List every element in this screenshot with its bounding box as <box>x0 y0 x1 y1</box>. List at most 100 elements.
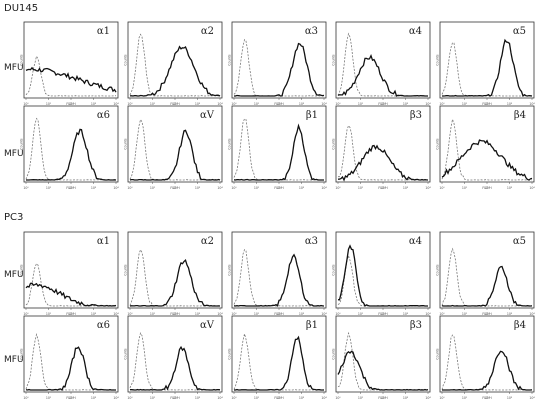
x-tick-label: 10³ <box>299 396 305 400</box>
x-tick-label: 10⁰ <box>127 102 133 106</box>
x-tick-label: 10¹ <box>358 186 364 190</box>
x-tick-label: 10² <box>68 312 74 316</box>
x-tick-label: 10⁴ <box>425 102 431 106</box>
x-tick-label: 10³ <box>403 186 409 190</box>
x-tick-label: 10⁴ <box>113 186 119 190</box>
y-axis-title: Counts <box>436 54 440 65</box>
integrin-subunit-label: α5 <box>513 26 526 37</box>
integrin-subunit-label: α6 <box>97 320 110 331</box>
x-tick-label: 10¹ <box>46 186 52 190</box>
integrin-subunit-label: α1 <box>97 236 110 247</box>
x-tick-label: 10⁰ <box>231 102 237 106</box>
x-axis-title: FL2-H <box>274 102 284 106</box>
isotype-control-curve <box>441 247 533 307</box>
x-tick-label: 10⁰ <box>231 312 237 316</box>
x-tick-label: 10¹ <box>462 186 468 190</box>
x-tick-label: 10¹ <box>46 396 52 400</box>
x-axis-title: FL2-H <box>378 312 388 316</box>
histogram-panel-pc3-α2: 10⁰ 10¹ 10² 10³ 10⁴ FL2-H Counts α2 <box>124 231 223 316</box>
integrin-expression-curve <box>337 53 428 97</box>
y-axis-title: Counts <box>332 138 336 149</box>
x-tick-label: 10¹ <box>254 102 260 106</box>
panel-frame <box>439 105 535 183</box>
x-tick-label: 10¹ <box>462 396 468 400</box>
x-axis-title: FL2-H <box>378 102 388 106</box>
x-tick-label: 10¹ <box>254 396 260 400</box>
isotype-control-curve <box>338 124 429 181</box>
x-axis-title: FL2-H <box>482 186 492 190</box>
x-tick-label: 10⁰ <box>23 396 29 400</box>
x-tick-label: 10⁰ <box>439 312 445 316</box>
x-tick-label: 10⁴ <box>425 186 431 190</box>
x-axis-title: FL2-H <box>66 186 76 190</box>
panel-frame <box>23 315 119 393</box>
x-tick-label: 10⁴ <box>425 312 431 316</box>
x-tick-label: 10³ <box>507 396 513 400</box>
integrin-expression-curve <box>233 123 324 181</box>
y-axis-title: Counts <box>20 264 24 275</box>
x-axis-title: FL2-H <box>170 396 180 400</box>
x-tick-label: 10³ <box>403 102 409 106</box>
x-tick-label: 10³ <box>403 312 409 316</box>
integrin-subunit-label: β3 <box>410 320 422 331</box>
mfu-label-du145-row2: MFU <box>4 149 24 159</box>
x-tick-label: 10² <box>172 312 178 316</box>
histogram-panel-du145-α3: 10⁰ 10¹ 10² 10³ 10⁴ FL2-H Counts α3 <box>228 21 327 106</box>
histogram-panel-du145-α6: 10⁰ 10¹ 10² 10³ 10⁴ FL2-H Counts α6 <box>20 105 119 190</box>
du145-label: DU145 <box>4 3 39 14</box>
x-tick-label: 10² <box>380 102 386 106</box>
x-axis-title: FL2-H <box>482 396 492 400</box>
integrin-subunit-label: α4 <box>409 26 422 37</box>
integrin-expression-curve <box>442 38 533 97</box>
x-tick-label: 10⁰ <box>127 186 133 190</box>
panel-frame <box>23 105 119 183</box>
integrin-expression-curve <box>442 350 533 391</box>
x-tick-label: 10³ <box>299 312 305 316</box>
x-tick-label: 10³ <box>195 102 201 106</box>
integrin-subunit-label: α5 <box>513 236 526 247</box>
y-axis-title: Counts <box>332 348 336 359</box>
x-tick-label: 10⁰ <box>23 312 29 316</box>
x-tick-label: 10⁰ <box>231 396 237 400</box>
integrin-expression-curve <box>441 265 533 307</box>
x-axis-title: FL2-H <box>170 186 180 190</box>
panel-frame <box>231 231 327 309</box>
histogram-panel-pc3-α4: 10⁰ 10¹ 10² 10³ 10⁴ FL2-H Counts α4 <box>332 231 431 316</box>
x-axis-title: FL2-H <box>66 396 76 400</box>
integrin-subunit-label: β3 <box>410 110 422 121</box>
histogram-panel-du145-β4: 10⁰ 10¹ 10² 10³ 10⁴ FL2-H Counts β4 <box>436 105 535 190</box>
histogram-panel-pc3-αV: 10⁰ 10¹ 10² 10³ 10⁴ FL2-H Counts αV <box>124 315 223 400</box>
x-tick-label: 10² <box>484 312 490 316</box>
x-tick-label: 10¹ <box>462 102 468 106</box>
x-tick-label: 10³ <box>299 102 305 106</box>
integrin-subunit-label: β4 <box>514 110 526 121</box>
histogram-panel-du145-β1: 10⁰ 10¹ 10² 10³ 10⁴ FL2-H Counts β1 <box>228 105 327 190</box>
panel-frame <box>439 315 535 393</box>
x-tick-label: 10⁰ <box>335 186 341 190</box>
x-tick-label: 10⁴ <box>113 102 119 106</box>
isotype-control-curve <box>233 38 324 97</box>
integrin-expression-curve <box>26 128 117 181</box>
x-tick-label: 10³ <box>91 396 97 400</box>
x-axis-title: FL2-H <box>170 102 180 106</box>
x-tick-label: 10¹ <box>254 312 260 316</box>
integrin-subunit-label: α3 <box>305 236 318 247</box>
panel-frame <box>127 21 223 99</box>
x-tick-label: 10⁴ <box>321 186 327 190</box>
x-tick-label: 10³ <box>507 186 513 190</box>
x-tick-label: 10² <box>484 396 490 400</box>
x-axis-title: FL2-H <box>274 396 284 400</box>
y-axis-title: Counts <box>332 54 336 65</box>
panel-frame <box>335 315 431 393</box>
histogram-panel-pc3-β4: 10⁰ 10¹ 10² 10³ 10⁴ FL2-H Counts β4 <box>436 315 535 400</box>
mfu-label-pc3-row1: MFU <box>4 270 24 280</box>
integrin-expression-curve <box>25 346 116 392</box>
x-tick-label: 10⁴ <box>321 102 327 106</box>
isotype-control-curve <box>129 33 221 97</box>
x-axis-title: FL2-H <box>482 312 492 316</box>
x-tick-label: 10⁴ <box>425 396 431 400</box>
x-tick-label: 10¹ <box>358 102 364 106</box>
x-tick-label: 10⁴ <box>529 396 535 400</box>
x-axis-title: FL2-H <box>274 312 284 316</box>
